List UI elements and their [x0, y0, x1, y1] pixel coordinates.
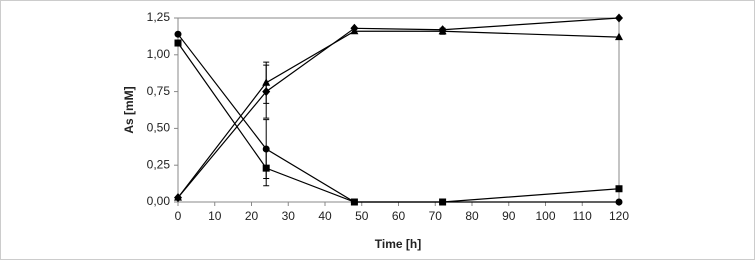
point [615, 198, 623, 206]
x-tick-label: 40 [318, 209, 332, 223]
point [350, 198, 358, 206]
point [350, 23, 359, 33]
y-tick-label: 1,00 [147, 47, 171, 61]
point [615, 32, 623, 41]
y-tick-label: 0,75 [147, 84, 171, 98]
x-tick-label: 50 [355, 209, 369, 223]
x-tick-label: 80 [465, 209, 479, 223]
x-tick-label: 30 [282, 209, 296, 223]
point [262, 164, 270, 172]
point [174, 39, 182, 47]
point [615, 185, 623, 193]
y-axis-title: As [mM] [122, 86, 136, 133]
y-tick-label: 0,25 [147, 157, 171, 171]
y-tick-label: 0,50 [147, 121, 171, 135]
point [438, 25, 447, 35]
x-tick-label: 110 [573, 209, 592, 223]
x-tick-label: 100 [535, 209, 555, 223]
x-tick-label: 10 [208, 209, 222, 223]
x-tick-label: 120 [609, 209, 629, 223]
x-tick-label: 70 [429, 209, 443, 223]
point [439, 198, 447, 206]
x-tick-label: 60 [392, 209, 406, 223]
point [174, 30, 182, 38]
point [262, 87, 271, 97]
x-axis-title: Time [h] [375, 237, 421, 251]
y-tick-label: 0,00 [147, 194, 171, 208]
x-tick-label: 90 [502, 209, 516, 223]
x-tick-label: 20 [245, 209, 259, 223]
point [174, 193, 182, 203]
x-tick-label: 0 [175, 209, 182, 223]
y-tick-label: 1,25 [147, 10, 171, 24]
point [615, 13, 623, 23]
